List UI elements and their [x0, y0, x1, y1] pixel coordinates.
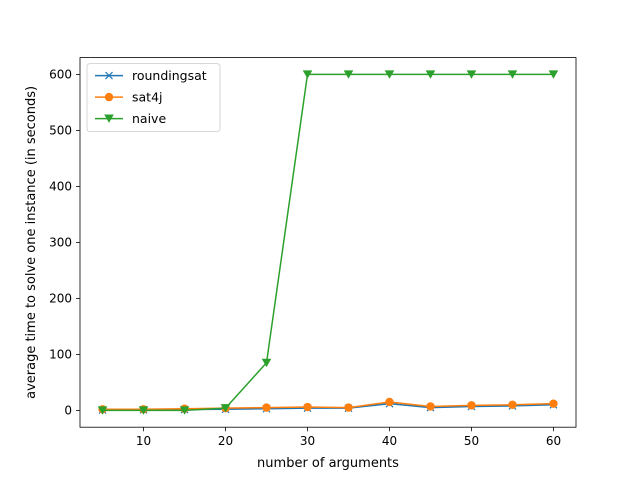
series-line-naive [102, 73, 554, 412]
data-point-sat4j [262, 403, 271, 412]
data-point-naive [384, 70, 395, 79]
y-tick-label: 600 [49, 68, 72, 82]
data-point-naive [179, 406, 190, 415]
data-point-sat4j [385, 397, 394, 407]
x-tick-label: 20 [218, 434, 233, 448]
x-axis-label: number of arguments [257, 456, 399, 471]
data-point-sat4j [303, 402, 312, 412]
data-point-sat4j [467, 401, 476, 410]
data-point-sat4j [508, 400, 517, 409]
legend-marker-roundingsat [105, 71, 113, 80]
y-tick-label: 300 [49, 236, 72, 250]
y-tick-label: 100 [49, 348, 72, 362]
legend-entry-roundingsat: roundingsat [95, 68, 207, 83]
series-line-sat4j [102, 401, 554, 411]
data-point-naive [220, 404, 231, 413]
y-tick-label: 0 [64, 404, 72, 418]
series-line-roundingsat [102, 402, 554, 411]
y-axis-label: average time to solve one instance (in s… [24, 86, 39, 399]
legend: roundingsat sat4j naive [86, 63, 221, 132]
data-point-naive [548, 70, 559, 79]
y-tick-label: 200 [49, 292, 72, 306]
data-point-sat4j [549, 399, 558, 408]
data-point-sat4j [344, 403, 353, 412]
data-point-naive [343, 70, 354, 79]
data-point-naive [138, 406, 149, 415]
x-tick-label: 40 [382, 434, 397, 448]
legend-entry-naive: naive [95, 111, 166, 126]
x-tick-label: 30 [300, 434, 315, 448]
y-tick-label: 400 [49, 180, 72, 194]
legend-label: naive [132, 111, 166, 126]
data-point-sat4j [426, 402, 435, 411]
x-tick-label: 10 [136, 434, 151, 448]
series-naive [97, 70, 559, 415]
plot-area [97, 70, 559, 415]
series-sat4j [98, 397, 558, 414]
x-tick-label: 60 [546, 434, 561, 448]
data-point-naive [261, 358, 272, 368]
legend-marker-sat4j [104, 92, 114, 102]
data-point-naive [97, 406, 108, 415]
data-point-naive [507, 70, 518, 79]
legend-entry-sat4j: sat4j [95, 90, 163, 105]
data-point-naive [302, 70, 313, 79]
y-tick-label: 500 [49, 124, 72, 138]
legend-marker-naive [104, 114, 114, 123]
data-point-naive [425, 70, 436, 79]
legend-label: sat4j [132, 90, 163, 105]
x-tick-label: 50 [464, 434, 479, 448]
data-point-naive [466, 70, 477, 79]
legend-box [86, 63, 221, 132]
legend-label: roundingsat [132, 68, 207, 83]
